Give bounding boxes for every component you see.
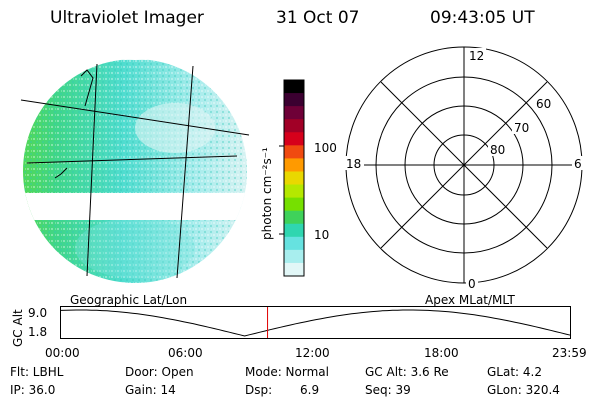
ip-info: IP: 36.0 bbox=[10, 383, 56, 397]
date-label: 31 Oct 07 bbox=[276, 8, 360, 28]
colorbar-band bbox=[284, 106, 304, 120]
door-info: Door: Open bbox=[125, 365, 194, 379]
mlt-diagonal bbox=[380, 81, 548, 249]
polar-plot: 12 18 6 0 60 70 80 bbox=[344, 46, 584, 291]
colorbar-band bbox=[284, 249, 304, 264]
lat-label-60: 60 bbox=[536, 97, 551, 111]
auroral-image bbox=[20, 59, 250, 283]
time-tick-1200: 12:00 bbox=[295, 346, 330, 360]
filter-info: Flt: LBHL bbox=[10, 365, 64, 379]
seq-info: Seq: 39 bbox=[365, 383, 411, 397]
gc-alt-axis-label: GC Alt bbox=[11, 309, 25, 347]
latitude-line bbox=[20, 99, 250, 136]
glon-info: GLon: 320.4 bbox=[487, 383, 560, 397]
longitude-line bbox=[176, 65, 194, 279]
mlt-label-12: 12 bbox=[469, 49, 484, 63]
altitude-curve bbox=[60, 309, 572, 337]
apex-grid-label: Apex MLat/MLT bbox=[425, 293, 515, 307]
colorbar-band bbox=[284, 132, 304, 146]
dsp-value: 6.9 bbox=[300, 383, 320, 397]
colorbar-tick-100: 100 bbox=[314, 141, 337, 155]
instrument-title: Ultraviolet Imager bbox=[50, 8, 204, 28]
colorbar-unit-label: photon cm⁻²s⁻¹ bbox=[260, 147, 274, 240]
lat-label-70: 70 bbox=[514, 121, 529, 135]
colorbar-band bbox=[284, 93, 304, 107]
colorbar-tick-10: 10 bbox=[314, 228, 330, 242]
time-tick-1800: 18:00 bbox=[424, 346, 459, 360]
dsp-label: Dsp: bbox=[245, 383, 273, 397]
colorbar-band bbox=[284, 197, 304, 212]
colorbar-band bbox=[284, 236, 304, 251]
mode-info: Mode: Normal bbox=[245, 365, 329, 379]
mlt-label-6: 6 bbox=[574, 157, 582, 171]
colorbar-band bbox=[284, 119, 304, 133]
glat-info: GLat: 4.2 bbox=[487, 365, 542, 379]
gain-info: Gain: 14 bbox=[125, 383, 176, 397]
coastline bbox=[80, 69, 94, 107]
time-tick-0600: 06:00 bbox=[168, 346, 203, 360]
gc-alt-info: GC Alt: 3.6 Re bbox=[365, 365, 449, 379]
colorbar bbox=[279, 79, 305, 277]
lat-label-80: 80 bbox=[490, 143, 505, 157]
mlt-label-18: 18 bbox=[346, 157, 361, 171]
coastline bbox=[54, 167, 68, 179]
colorbar-band bbox=[284, 210, 304, 225]
colorbar-band bbox=[284, 158, 304, 172]
colorbar-band bbox=[284, 262, 304, 277]
colorbar-band bbox=[284, 80, 304, 94]
altitude-timeline bbox=[60, 306, 572, 339]
latitude-line bbox=[26, 155, 238, 164]
mlt-label-0: 0 bbox=[468, 277, 476, 291]
gc-alt-tick-high: 9.0 bbox=[28, 306, 48, 320]
geo-grid-label: Geographic Lat/Lon bbox=[70, 293, 188, 307]
colorbar-band bbox=[284, 171, 304, 186]
gc-alt-tick-low: 1.8 bbox=[28, 325, 48, 339]
time-tick-2359: 23:59 bbox=[552, 346, 587, 360]
colorbar-band bbox=[284, 145, 304, 159]
longitude-line bbox=[86, 63, 98, 277]
time-label: 09:43:05 UT bbox=[430, 8, 535, 28]
colorbar-band bbox=[284, 184, 304, 199]
time-tick-0000: 00:00 bbox=[45, 346, 80, 360]
colorbar-band bbox=[284, 223, 304, 238]
